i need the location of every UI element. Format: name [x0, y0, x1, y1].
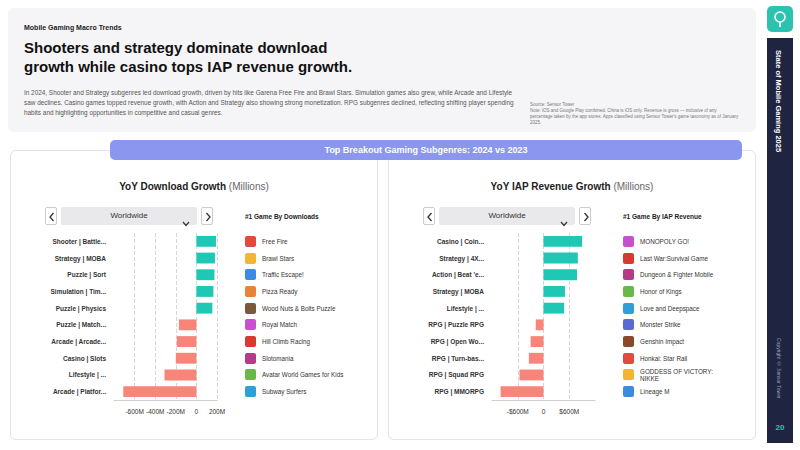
- svg-text:RPG | MMORPG: RPG | MMORPG: [435, 388, 485, 396]
- html-text:YoY Download Growth (Millions): YoY Download Growth (Millions): [119, 181, 269, 192]
- svg-text:-$600M: -$600M: [507, 408, 529, 415]
- html-text:Monster Strike: Monster Strike: [640, 321, 681, 329]
- html-text:Genshin Impact: Genshin Impact: [640, 338, 685, 345]
- svg-text:Strategy | MOBA: Strategy | MOBA: [55, 255, 107, 263]
- svg-text:Simulation | Tim...: Simulation | Tim...: [50, 288, 106, 296]
- svg-text:Shooter | Battle...: Shooter | Battle...: [53, 238, 107, 246]
- html-text:Free Fire: Free Fire: [262, 237, 288, 245]
- html-text:#1 Game By Downloads: #1 Game By Downloads: [245, 213, 319, 220]
- html-text:Worldwide: Worldwide: [488, 211, 526, 220]
- html-text:Source: Sensor Tower: Source: Sensor Tower: [530, 102, 575, 107]
- html-text:Last War:Survival Game: Last War:Survival Game: [640, 254, 708, 262]
- svg-text:Casino | Slots: Casino | Slots: [63, 355, 106, 363]
- html-text:Shooters and strategy dominate: Shooters and strategy dominate download …: [24, 39, 353, 75]
- svg-text:Action | Beat 'e...: Action | Beat 'e...: [432, 271, 484, 279]
- svg-text:Casino | Coin...: Casino | Coin...: [437, 238, 484, 246]
- html-text:20: 20: [775, 423, 785, 432]
- svg-text:RPG | Puzzle RPG: RPG | Puzzle RPG: [428, 321, 484, 329]
- html-text:Pizza Ready: Pizza Ready: [262, 287, 298, 295]
- svg-text:0: 0: [195, 408, 199, 415]
- html-text:#1 Game By IAP Revenue: #1 Game By IAP Revenue: [623, 213, 702, 220]
- html-text:Royal Match: Royal Match: [262, 321, 297, 329]
- html-text:State of Mobile Gaming 2025: State of Mobile Gaming 2025: [774, 50, 783, 153]
- svg-text:Puzzle | Sort: Puzzle | Sort: [67, 271, 106, 279]
- svg-text:Lifestyle | ...: Lifestyle | ...: [447, 305, 484, 313]
- html-text:Worldwide: Worldwide: [110, 211, 148, 220]
- svg-text:Puzzle | Match...: Puzzle | Match...: [56, 321, 106, 329]
- svg-text:$600M: $600M: [559, 408, 579, 415]
- svg-text:Lifestyle | ...: Lifestyle | ...: [69, 371, 106, 379]
- html-text:Love and Deepspace: Love and Deepspace: [640, 304, 700, 312]
- svg-text:Arcade | Platfor...: Arcade | Platfor...: [53, 388, 106, 396]
- html-text:Wood Nuts & Bolts Puzzle: Wood Nuts & Bolts Puzzle: [262, 304, 336, 312]
- html-text:Honkai: Star Rail: Honkai: Star Rail: [640, 354, 688, 362]
- svg-text:-200M: -200M: [167, 408, 185, 415]
- svg-text:-400M: -400M: [146, 408, 164, 415]
- svg-text:Arcade | Arcade...: Arcade | Arcade...: [51, 338, 106, 346]
- html-text:Hill Climb Racing: Hill Climb Racing: [262, 338, 310, 345]
- html-text:Subway Surfers: Subway Surfers: [262, 388, 307, 396]
- svg-text:-600M: -600M: [125, 408, 143, 415]
- svg-text:RPG | Turn-bas...: RPG | Turn-bas...: [432, 355, 484, 363]
- html-text:YoY IAP Revenue Growth (Millio: YoY IAP Revenue Growth (Millions): [490, 181, 654, 192]
- html-text:MONOPOLY GO!: MONOPOLY GO!: [640, 237, 690, 245]
- html-text:Honor of Kings: Honor of Kings: [640, 287, 682, 295]
- html-text:Lineage M: Lineage M: [640, 388, 670, 396]
- svg-text:RPG | Squad RPG: RPG | Squad RPG: [429, 371, 484, 379]
- html-text:Slotomania: Slotomania: [262, 354, 294, 362]
- html-text:Top Breakout Gaming Subgenres:: Top Breakout Gaming Subgenres: 2024 vs 2…: [324, 145, 528, 155]
- html-text:Traffic Escape!: Traffic Escape!: [262, 271, 304, 279]
- html-text:Mobile Gaming Macro Trends: Mobile Gaming Macro Trends: [24, 24, 122, 31]
- html-text:Copyright © Sensor Tower: Copyright © Sensor Tower: [776, 338, 782, 399]
- html-text:GODDESS OF VICTORY: NIKKE: GODDESS OF VICTORY: NIKKE: [640, 367, 713, 382]
- html-text:Brawl Stars: Brawl Stars: [262, 254, 295, 262]
- html-text:In 2024, Shooter and Strategy: In 2024, Shooter and Strategy subgenres …: [24, 89, 514, 116]
- html-text:Avatar World Games for Kids: Avatar World Games for Kids: [262, 371, 344, 379]
- svg-text:RPG | Open Wo...: RPG | Open Wo...: [431, 338, 485, 346]
- svg-text:Strategy | MOBA: Strategy | MOBA: [433, 288, 485, 296]
- svg-text:200M: 200M: [209, 408, 225, 415]
- svg-text:0: 0: [542, 408, 546, 415]
- svg-text:Strategy | 4X...: Strategy | 4X...: [439, 255, 484, 263]
- html-text:Note: iOS and Google Play comb: Note: iOS and Google Play combined. Chin…: [530, 108, 739, 125]
- html-text:Dungeon & Fighter Mobile: Dungeon & Fighter Mobile: [640, 271, 714, 279]
- svg-text:Puzzle | Physics: Puzzle | Physics: [56, 305, 107, 313]
